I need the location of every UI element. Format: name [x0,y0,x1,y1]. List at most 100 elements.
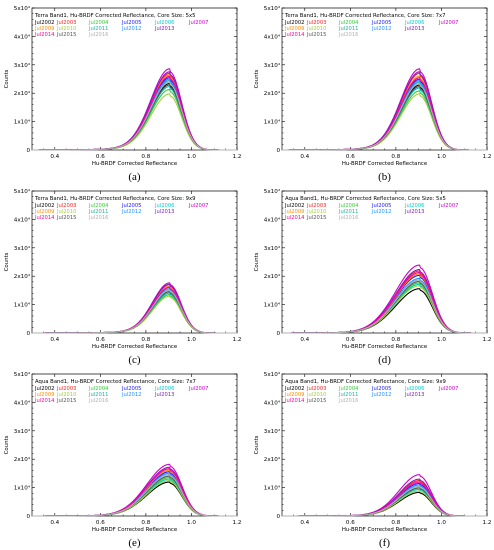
legend-entry: Jul2004 [338,386,359,392]
x-tick-label: 1.0 [187,154,196,160]
y-tick-label: 4x10⁴ [264,399,281,406]
legend-entry: Jul2016 [338,398,358,404]
y-tick-label: 1x10⁴ [264,485,281,492]
x-axis-title: Hu-BRDF Corrected Reflectance [92,344,178,350]
series-line-jul2013 [282,268,487,334]
y-tick-label: 2x10⁴ [264,273,281,280]
legend-entry: Jul2016 [338,215,358,221]
series-line-jul2006 [32,478,237,517]
legend-entry: Jul2013 [404,209,424,215]
legend-entry: Jul2006 [404,20,424,26]
chart-panel: 0 1x10⁴ 2x10⁴ 3x10⁴ 4x10⁴ 5x10⁴ 0.4 0.6 0.8 1.0 1.… [4,188,241,366]
series-line-jul2016 [31,289,237,334]
x-tick-label: 0.8 [141,154,150,160]
x-tick-label: 0.6 [96,520,105,526]
y-tick-label: 0 [276,331,280,337]
x-tick-label: 0.8 [141,337,150,343]
legend-entry: Jul2011 [88,392,108,398]
legend-entry: Jul2009 [34,26,54,32]
panel-label: (b) [378,171,391,183]
legend-entry: Jul2009 [284,26,304,32]
legend-entry: Jul2002 [284,203,304,209]
legend-entry: Jul2011 [338,209,358,215]
panel-title: Aqua Band1, Hu-BRDF Corrected Reflectanc… [35,379,196,385]
y-tick-label: 2x10⁴ [264,456,281,463]
x-axis-title: Hu-BRDF Corrected Reflectance [342,344,428,350]
x-tick-label: 0.4 [300,337,309,343]
y-tick-label: 5x10⁴ [264,188,281,195]
series-line-jul2014 [32,468,237,517]
y-tick-label: 5x10⁴ [14,5,31,12]
series-line-jul2006 [282,488,487,517]
series-line-jul2003 [282,270,487,334]
series-line-jul2013 [32,283,237,334]
x-tick-label: 1.0 [437,520,446,526]
series-line-jul2015 [282,280,487,334]
legend-entry: Jul2010 [56,26,76,32]
y-tick-label: 1x10⁴ [264,119,281,126]
y-tick-label: 0 [276,514,280,520]
legend-entry: Jul2010 [306,392,326,398]
x-axis-title: Hu-BRDF Corrected Reflectance [92,527,178,533]
chart-panel: 0 1x10⁴ 2x10⁴ 3x10⁴ 4x10⁴ 5x10⁴ 0.4 0.6 0.8 1.0 1.… [4,5,241,183]
legend-entry: Jul2011 [88,26,108,32]
series-line-jul2004 [32,88,237,151]
panel-label: (e) [128,537,141,549]
legend-entry: Jul2005 [371,386,391,392]
series-line-jul2014 [282,481,487,517]
legend-entry: Jul2007 [188,386,208,392]
legend-entry: Jul2015 [306,215,326,221]
y-tick-label: 5x10⁴ [264,5,281,12]
y-tick-label: 0 [26,331,30,337]
series-line-jul2016 [282,279,487,334]
y-tick-label: 2x10⁴ [14,456,31,463]
legend-entry: Jul2012 [371,209,391,215]
legend-entry: Jul2014 [284,32,305,38]
x-tick-label: 0.8 [391,520,400,526]
panel-label: (d) [378,354,391,366]
y-tick-label: 0 [26,148,30,154]
legend-entry: Jul2006 [154,203,174,209]
x-tick-label: 1.2 [483,154,492,160]
panel-label: (f) [379,537,390,549]
x-tick-label: 1.2 [483,520,492,526]
legend-entry: Jul2012 [121,26,141,32]
y-tick-label: 5x10⁴ [14,371,31,378]
series-line-jul2010 [282,93,487,151]
legend-entry: Jul2006 [404,203,424,209]
legend-entry: Jul2015 [306,32,326,38]
chart-panel: 0 1x10⁴ 2x10⁴ 3x10⁴ 4x10⁴ 5x10⁴ 0.4 0.6 0.8 1.0 1.… [254,371,491,549]
legend-entry: Jul2009 [284,392,304,398]
y-tick-label: 5x10⁴ [14,188,31,195]
x-tick-label: 0.6 [96,337,105,343]
y-tick-label: 3x10⁴ [14,62,31,69]
legend-entry: Jul2006 [154,20,174,26]
x-tick-label: 1.2 [233,337,242,343]
legend-entry: Jul2016 [88,215,108,221]
legend-entry: Jul2005 [121,20,141,26]
y-tick-label: 3x10⁴ [264,245,281,252]
x-tick-label: 0.4 [50,154,59,160]
legend-entry: Jul2002 [34,386,54,392]
legend-entry: Jul2009 [34,209,54,215]
legend-entry: Jul2002 [284,386,304,392]
panel-title: Aqua Band1, Hu-BRDF Corrected Reflectanc… [285,379,446,385]
series-line-jul2005 [282,274,487,334]
legend-entry: Jul2004 [338,203,359,209]
legend-entry: Jul2004 [88,203,109,209]
series-line-jul2005 [31,471,237,517]
x-tick-label: 0.6 [346,520,355,526]
series-line-jul2005 [282,482,487,517]
series-curves [31,282,237,334]
legend-entry: Jul2002 [34,20,54,26]
x-axis-title: Hu-BRDF Corrected Reflectance [342,161,428,167]
y-axis-title: Counts [254,69,260,88]
y-tick-label: 1x10⁴ [14,119,31,126]
legend-entry: Jul2012 [121,209,141,215]
y-tick-label: 1x10⁴ [14,302,31,309]
legend-entry: Jul2003 [306,20,326,26]
chart-panel: 0 1x10⁴ 2x10⁴ 3x10⁴ 4x10⁴ 5x10⁴ 0.4 0.6 0.8 1.0 1.… [254,5,491,183]
x-tick-label: 0.8 [391,337,400,343]
y-tick-label: 2x10⁴ [14,90,31,97]
y-tick-label: 3x10⁴ [264,428,281,435]
